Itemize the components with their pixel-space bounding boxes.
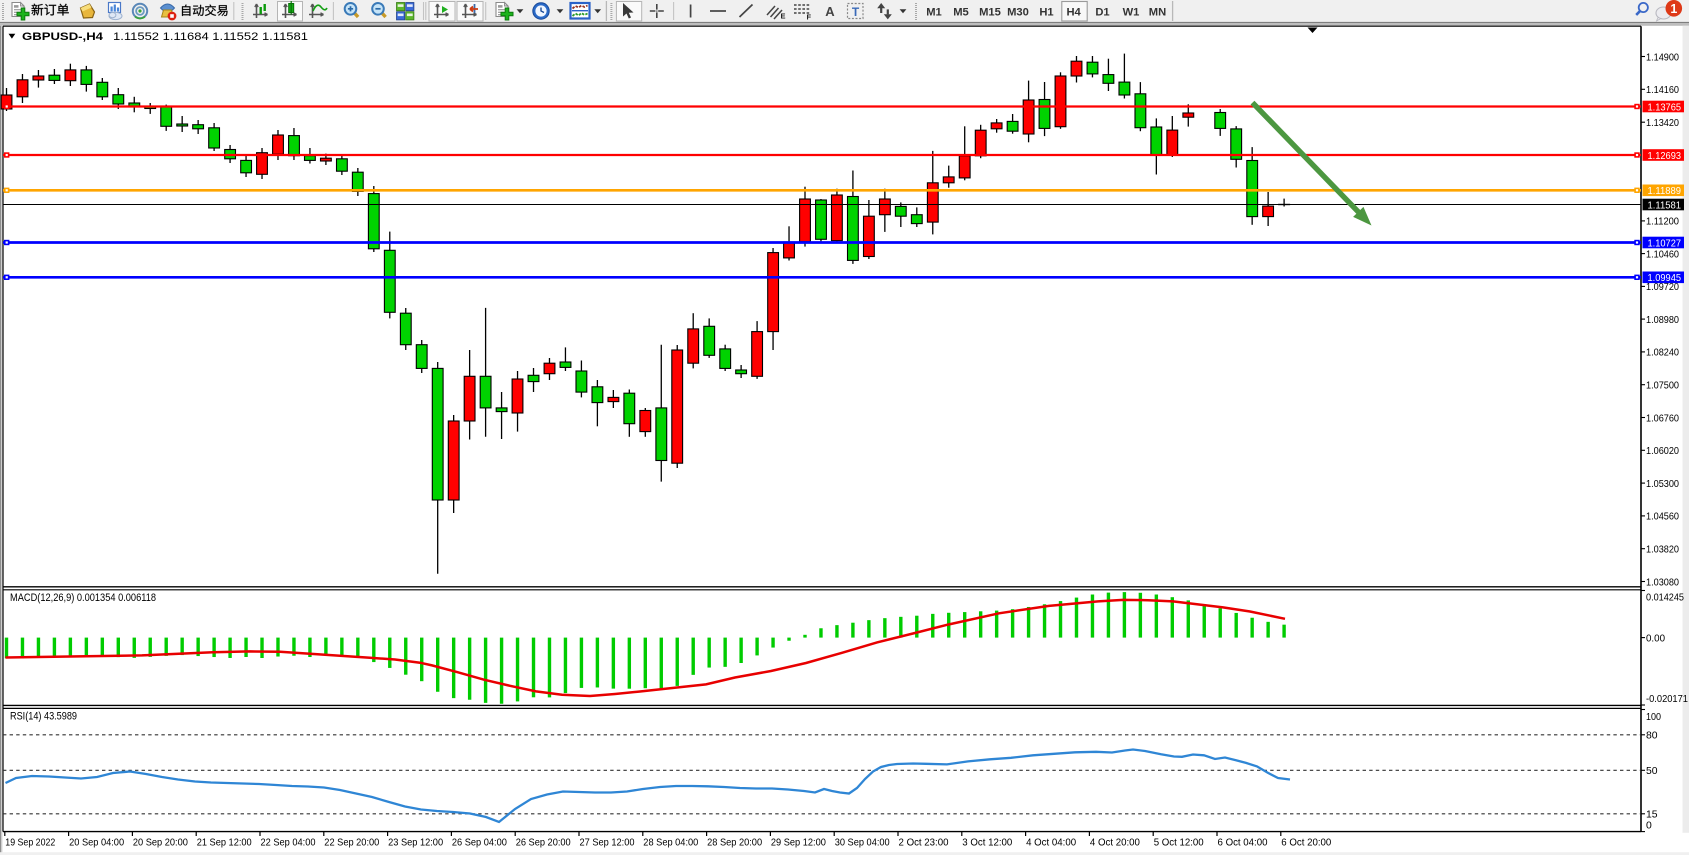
svg-text:M1: M1 [926,6,942,18]
svg-text:4 Oct 04:00: 4 Oct 04:00 [1026,838,1076,849]
svg-text:M30: M30 [1007,6,1029,18]
svg-text:1.14160: 1.14160 [1646,85,1679,96]
svg-text:MN: MN [1149,6,1166,18]
svg-text:1.08980: 1.08980 [1646,315,1679,326]
svg-text:20 Sep 20:00: 20 Sep 20:00 [133,838,188,849]
svg-text:1.13420: 1.13420 [1646,118,1679,129]
svg-text:0: 0 [1646,820,1652,831]
svg-text:1.11889: 1.11889 [1648,186,1682,197]
svg-text:80: 80 [1646,731,1658,742]
svg-text:1.11200: 1.11200 [1646,217,1679,228]
svg-text:M15: M15 [979,6,1001,18]
svg-text:4 Oct 20:00: 4 Oct 20:00 [1090,838,1140,849]
svg-text:1.06020: 1.06020 [1646,446,1679,457]
svg-text:A: A [825,4,835,19]
svg-text:H4: H4 [1066,6,1081,18]
svg-text:6 Oct 04:00: 6 Oct 04:00 [1218,838,1268,849]
svg-text:E: E [781,12,786,21]
svg-text:1.09720: 1.09720 [1646,282,1679,293]
svg-text:RSI(14) 43.5989: RSI(14) 43.5989 [10,710,77,722]
svg-text:1.11581: 1.11581 [1648,200,1682,211]
svg-text:MACD(12,26,9) 0.001354 0.00611: MACD(12,26,9) 0.001354 0.006118 [10,592,156,604]
svg-text:26 Sep 04:00: 26 Sep 04:00 [452,838,507,849]
svg-text:1.08240: 1.08240 [1646,348,1679,359]
svg-text:H1: H1 [1039,6,1053,18]
svg-text:28 Sep 04:00: 28 Sep 04:00 [643,838,698,849]
svg-text:1.06760: 1.06760 [1646,413,1679,424]
svg-text:27 Sep 12:00: 27 Sep 12:00 [580,838,635,849]
svg-text:1.13765: 1.13765 [1648,102,1682,113]
svg-text:100: 100 [1646,712,1661,723]
svg-text:21 Sep 12:00: 21 Sep 12:00 [197,838,252,849]
svg-text:20 Sep 04:00: 20 Sep 04:00 [69,838,124,849]
svg-text:1.11552 1.11684 1.11552 1.1158: 1.11552 1.11684 1.11552 1.11581 [113,31,308,43]
svg-text:23 Sep 12:00: 23 Sep 12:00 [388,838,443,849]
svg-text:0.014245: 0.014245 [1646,592,1684,603]
svg-text:T: T [852,5,860,19]
svg-text:1.14900: 1.14900 [1646,52,1679,63]
svg-text:F: F [807,13,812,22]
svg-text:M5: M5 [953,6,969,18]
svg-text:19 Sep 2022: 19 Sep 2022 [5,838,55,849]
svg-text:1: 1 [1670,2,1677,16]
svg-text:6 Oct 20:00: 6 Oct 20:00 [1281,838,1331,849]
svg-text:1.10727: 1.10727 [1648,238,1682,249]
svg-text:1.10460: 1.10460 [1646,249,1679,260]
svg-text:0.00: 0.00 [1646,633,1665,644]
svg-text:GBPUSD-,H4: GBPUSD-,H4 [22,31,104,43]
svg-text:5 Oct 12:00: 5 Oct 12:00 [1154,838,1204,849]
svg-text:D1: D1 [1095,6,1109,18]
svg-text:30 Sep 04:00: 30 Sep 04:00 [835,838,890,849]
svg-text:15: 15 [1646,810,1658,821]
svg-text:2 Oct 23:00: 2 Oct 23:00 [899,838,949,849]
svg-text:22 Sep 04:00: 22 Sep 04:00 [261,838,316,849]
svg-text:3 Oct 12:00: 3 Oct 12:00 [962,838,1012,849]
svg-text:1.05300: 1.05300 [1646,479,1679,490]
svg-text:22 Sep 20:00: 22 Sep 20:00 [324,838,379,849]
svg-text:1.04560: 1.04560 [1646,512,1679,523]
svg-text:29 Sep 12:00: 29 Sep 12:00 [771,838,826,849]
svg-text:-0.020171: -0.020171 [1646,694,1688,705]
svg-text:26 Sep 20:00: 26 Sep 20:00 [516,838,571,849]
svg-text:1.03080: 1.03080 [1646,577,1679,588]
svg-text:50: 50 [1646,766,1658,777]
svg-text:28 Sep 20:00: 28 Sep 20:00 [707,838,762,849]
svg-text:1.07500: 1.07500 [1646,381,1679,392]
svg-text:1.03820: 1.03820 [1646,545,1679,556]
svg-text:1.12693: 1.12693 [1648,151,1682,162]
svg-text:1.09945: 1.09945 [1648,273,1682,284]
svg-text:W1: W1 [1123,6,1140,18]
